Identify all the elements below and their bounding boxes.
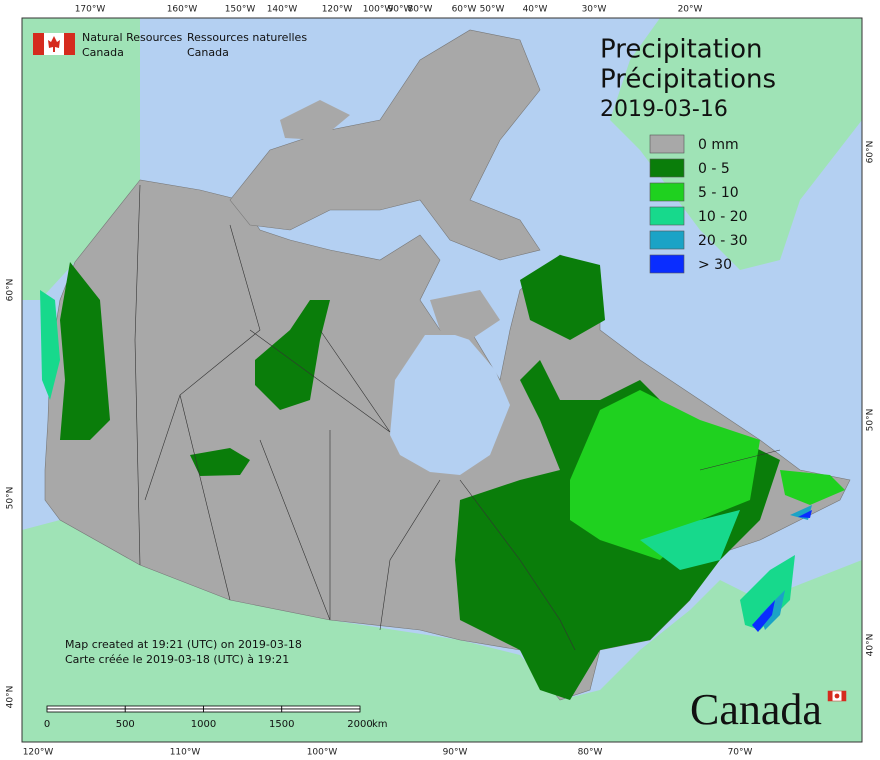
legend-label: 0 - 5 (698, 161, 730, 177)
zone-10-20 (40, 290, 60, 400)
scale-label: 2000 (347, 719, 372, 730)
borders (134, 184, 781, 651)
scale-segment (46, 705, 126, 710)
title-fr: Précipitations (600, 65, 776, 95)
scale-segment (124, 705, 204, 710)
legend-swatch (649, 206, 685, 226)
graticule-label: 100°W (363, 5, 394, 15)
scale-segment (203, 705, 283, 710)
graticule-label: 90°W (443, 748, 468, 758)
wordmark-flag-bar (841, 691, 846, 701)
agency-fr: Ressources naturelles (187, 31, 307, 44)
graticule-label: 120°W (23, 748, 54, 758)
scale-unit: km (372, 719, 388, 730)
flag-bar (64, 33, 75, 55)
scale-segment (281, 708, 361, 713)
graticule-label: 120°W (322, 5, 353, 15)
graticule-label: 110°W (170, 748, 201, 758)
alaska-land (22, 18, 140, 300)
graticule-labels: 170°W 160°W 150°W 140°W 120°W 100°W90°W80°W 60… (6, 5, 876, 758)
scale-bar: 0 500 1000 1500 2000 km (44, 705, 388, 730)
graticule-label: 100°W (307, 748, 338, 758)
wordmark-text: Canada (690, 685, 822, 734)
scale-segment (46, 708, 126, 713)
legend-label: 20 - 30 (698, 233, 748, 249)
agency-en: Canada (82, 46, 124, 59)
hudson-bay (390, 335, 510, 475)
scale-segment (203, 708, 283, 713)
wordmark-flag-bar (828, 691, 833, 701)
zone-0-5 (520, 255, 605, 340)
map-frame (21, 17, 863, 743)
graticule-label: 50°N (866, 409, 876, 432)
graticule-label: 40°N (866, 634, 876, 657)
agency-header: Natural Resources Canada Ressources natu… (33, 31, 307, 59)
graticule-label: 30°W (582, 5, 607, 15)
graticule-label: 50°N (6, 487, 16, 510)
graticule-label: 80°W (578, 748, 603, 758)
zone-0-5 (190, 448, 250, 476)
graticule-label: 40°N (6, 686, 16, 709)
frame (21, 17, 863, 743)
graticule-label: 40°W (523, 5, 548, 15)
graticule-label: 70°W (728, 748, 753, 758)
map-date: 2019-03-16 (600, 97, 728, 122)
legend-swatch (649, 134, 685, 154)
legend-swatch (649, 230, 685, 250)
usa-land (22, 520, 862, 742)
graticule-label: 170°W (75, 5, 106, 15)
graticule-label: 60°N (866, 141, 876, 164)
zone-10-20 (640, 510, 740, 570)
legend-label: 5 - 10 (698, 185, 739, 201)
zone-over-30 (752, 600, 775, 632)
wordmark: Canada (690, 685, 847, 734)
graticule-label: 160°W (167, 5, 198, 15)
scale-label: 0 (44, 719, 50, 730)
graticule-label: 90°W (388, 5, 413, 15)
legend-swatch (649, 254, 685, 274)
legend-label: 10 - 20 (698, 209, 748, 225)
flag-leaf (48, 36, 60, 52)
legend-swatch (649, 158, 685, 178)
graticule-label: 20°W (678, 5, 703, 15)
zone-over-30 (798, 510, 812, 518)
scale-label: 1000 (191, 719, 216, 730)
zone-5-10 (570, 390, 760, 560)
zone-0-5 (255, 300, 330, 410)
footer-note: Carte créée le 2019-03-18 (UTC) à 19:21 (65, 653, 289, 666)
graticule-label: 150°W (225, 5, 256, 15)
agency-en: Natural Resources (82, 31, 183, 44)
arctic-islands (229, 29, 541, 261)
legend-label: 0 mm (698, 137, 739, 153)
graticule-label: 60°W (452, 5, 477, 15)
scale-segment (281, 705, 361, 710)
legend: 0 mm 0 - 5 5 - 10 10 - 20 20 - 30 > 30 (649, 134, 748, 274)
flag-bar (33, 33, 44, 55)
agency-fr: Canada (187, 46, 229, 59)
scale-label: 500 (116, 719, 135, 730)
wordmark-flag-leaf (834, 693, 840, 699)
zone-0-5 (60, 262, 110, 440)
scale-label: 1500 (269, 719, 294, 730)
baffin-south (430, 290, 500, 340)
graticule-label: 80°W (408, 5, 433, 15)
graticule-label: 60°N (6, 279, 16, 302)
graticule-label: 50°W (480, 5, 505, 15)
scale-segment (124, 708, 204, 713)
footer-note: Map created at 19:21 (UTC) on 2019-03-18 (65, 638, 302, 651)
zone-5-10 (780, 470, 845, 505)
title-en: Precipitation (600, 35, 763, 65)
legend-swatch (649, 182, 685, 202)
greenland-land (610, 18, 862, 270)
zone-10-20 (740, 555, 795, 630)
legend-label: > 30 (698, 257, 732, 273)
arctic-island (280, 100, 350, 140)
graticule-label: 140°W (267, 5, 298, 15)
